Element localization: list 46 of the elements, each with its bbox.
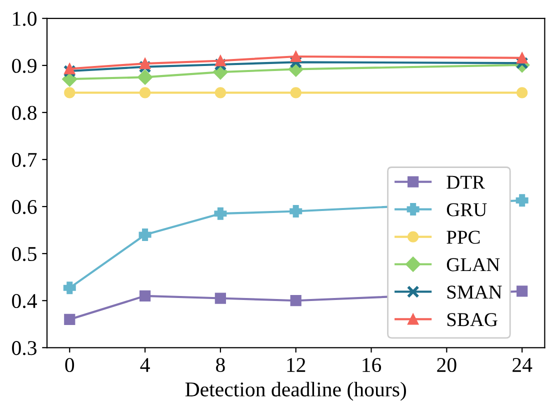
point (139, 290, 151, 302)
legend-label: GLAN (446, 258, 500, 272)
point (214, 55, 226, 66)
legend-label: SMAN (447, 286, 502, 299)
point (138, 228, 152, 242)
point (214, 87, 226, 98)
x-tick-label: 16 (362, 358, 382, 372)
x-tick-label: 4 (140, 358, 150, 372)
y-tick-label: 0.8 (12, 106, 36, 120)
x-tick-label: 24 (512, 358, 532, 372)
y-tick-label: 0.7 (12, 152, 37, 168)
point (138, 60, 152, 74)
point (64, 63, 76, 74)
point (64, 314, 76, 325)
point (516, 194, 528, 207)
point (290, 87, 302, 98)
point (214, 207, 227, 220)
point (137, 70, 153, 85)
x-tick-label: 20 (437, 358, 456, 372)
point (139, 87, 151, 98)
y-tick-label: 0.3 (12, 341, 36, 356)
point (516, 286, 528, 297)
x-tick-label: 12 (287, 358, 306, 372)
x-tick-label: 8 (216, 358, 225, 372)
point (290, 204, 302, 218)
x-axis-title: Detection deadline (hours) (185, 382, 406, 401)
y-tick-label: 0.5 (12, 246, 36, 262)
point (516, 52, 528, 64)
point (290, 50, 302, 62)
legend-label: SBAG (447, 313, 498, 326)
point (516, 87, 528, 98)
legend-label: PPC (446, 230, 480, 244)
point (516, 56, 528, 70)
point (290, 295, 302, 306)
y-tick-label: 0.9 (12, 58, 36, 73)
point (63, 282, 76, 294)
y-tick-label: 1.0 (13, 12, 36, 26)
y-tick-label: 0.4 (12, 294, 37, 308)
point (63, 64, 76, 78)
point (214, 292, 226, 304)
y-tick-label: 0.6 (12, 200, 37, 214)
point (139, 58, 151, 70)
legend-label: DTR (446, 176, 485, 189)
x-tick-label: 0 (65, 358, 74, 372)
point (64, 87, 76, 98)
legend-label: GRU (446, 203, 487, 216)
